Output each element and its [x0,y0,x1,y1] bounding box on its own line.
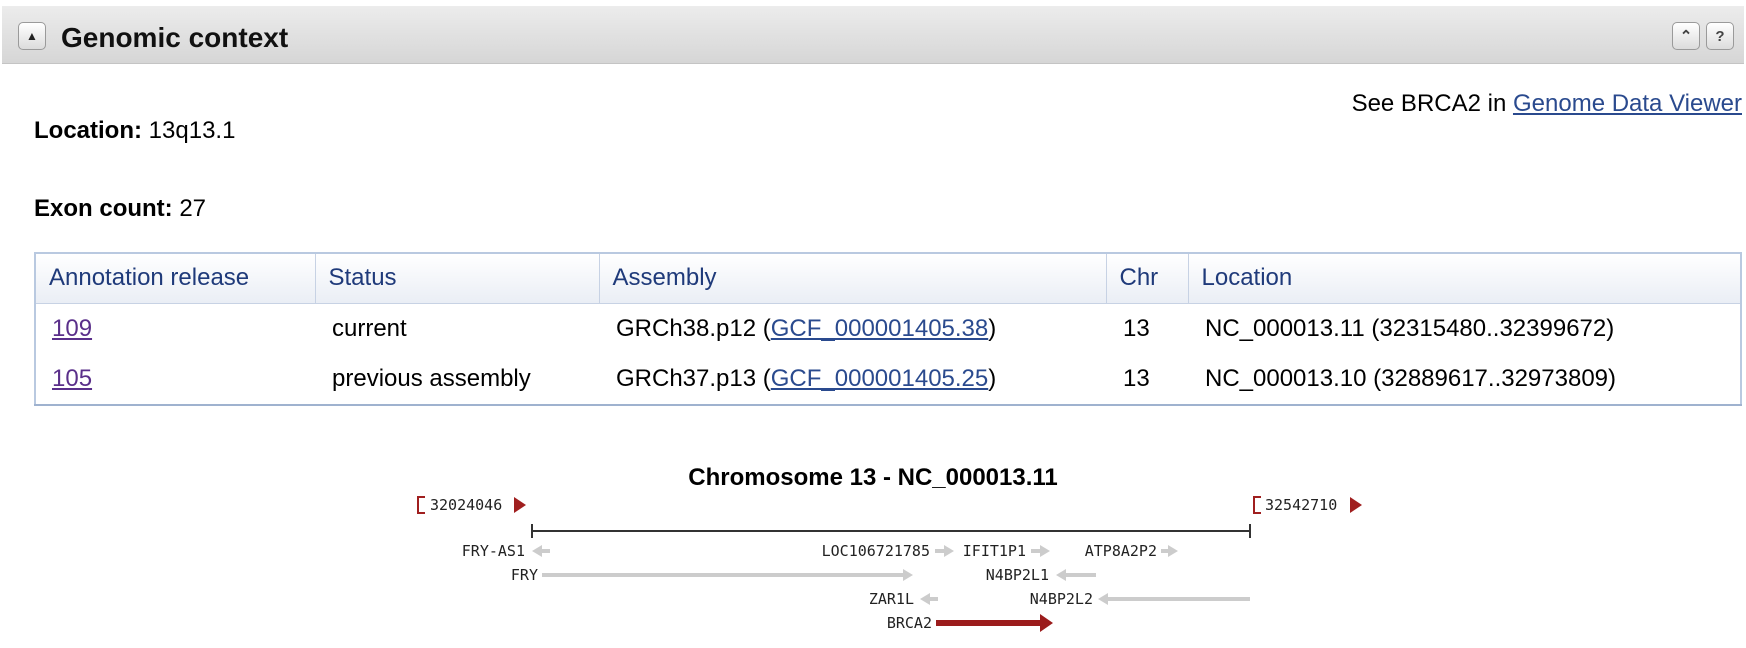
exon-count-field: Exon count: 27 [34,195,206,223]
gene-label: ATP8A2P2 [1085,542,1157,560]
help-icon: ? [1715,27,1725,45]
assembly-cell: GRCh38.p12 (GCF_000001405.38) [599,303,1106,354]
gene-arrow [920,593,938,605]
gene-label: ZAR1L [869,590,914,608]
start-coordinate: 32024046 [430,496,502,514]
location-value: 13q13.1 [148,117,236,144]
gene-fry[interactable]: FRY [511,566,913,584]
release-link[interactable]: 109 [52,314,93,342]
status-cell: current [332,314,407,342]
status-cell: previous assembly [315,353,599,406]
gene-brca2[interactable]: BRCA2 [887,614,1053,632]
gene-label: IFIT1P1 [963,542,1026,560]
gene-n4bp2l1[interactable]: N4BP2L1 [986,566,1096,584]
gene-fry-as1[interactable]: FRY-AS1 [462,542,550,560]
section-title: Genomic context [61,22,289,53]
bracket-left-icon [417,496,425,514]
assembly-prefix: GRCh37.p13 ( [616,364,771,392]
gene-ifit1p1[interactable]: IFIT1P1 [963,542,1050,560]
gene-label: N4BP2L1 [986,566,1049,584]
arrow-right-icon [514,497,526,513]
gene-label: N4BP2L2 [1030,590,1093,608]
section-header: ▲ Genomic context ⌃ ? [2,6,1744,64]
assembly-prefix: GRCh38.p12 ( [616,314,771,342]
arrow-right-icon [1350,497,1362,513]
gene-arrow [542,569,913,581]
collapse-all-button[interactable]: ⌃ [1672,22,1700,50]
gene-label: BRCA2 [887,614,932,632]
collapse-button[interactable]: ▲ [18,22,46,50]
assembly-accession-link[interactable]: GCF_000001405.38 [770,314,989,342]
gene-zar1l[interactable]: ZAR1L [869,590,938,608]
location-cell: NC_000013.10 (32889617..32973809) [1188,353,1741,406]
gene-loc106721785[interactable]: LOC106721785 [822,542,954,560]
col-assembly: Assembly [599,253,1107,304]
chr-cell: 13 [1106,353,1188,406]
col-location: Location [1188,253,1741,304]
exon-count-label: Exon count: [34,195,173,222]
release-link[interactable]: 105 [52,364,93,392]
help-button[interactable]: ? [1706,22,1734,50]
gene-arrow-highlight [936,614,1053,632]
gene-label: LOC106721785 [822,542,930,560]
gene-arrow [532,545,550,557]
col-chr: Chr [1106,253,1189,304]
chr-cell: 13 [1123,314,1150,342]
col-status: Status [315,253,600,304]
location-field: Location: 13q13.1 [34,117,235,145]
gene-arrow [1161,545,1178,557]
triangle-up-icon: ▲ [26,29,38,43]
gene-arrow [935,545,954,557]
gene-label: FRY-AS1 [462,542,525,560]
col-annotation-release: Annotation release [35,253,316,304]
end-coordinate-marker[interactable]: 32542710 [1253,496,1362,514]
end-coordinate: 32542710 [1265,496,1337,514]
see-prefix: See BRCA2 in [1351,90,1507,117]
assembly-cell: GRCh37.p13 (GCF_000001405.25) [599,353,1106,406]
location-cell: NC_000013.11 (32315480..32399672) [1205,314,1615,342]
start-coordinate-marker[interactable]: 32024046 [417,496,526,514]
double-chevron-up-icon: ⌃ [1679,28,1693,45]
gene-label: FRY [511,566,538,584]
see-in-gdv: See BRCA2 in Genome Data Viewer [1352,90,1742,118]
bracket-left-icon [1253,496,1261,514]
table-row: 109 current GRCh38.p12 (GCF_000001405.38… [35,303,1741,354]
gene-n4bp2l2[interactable]: N4BP2L2 [1030,590,1250,608]
table-row: 105 previous assembly GRCh37.p13 (GCF_00… [35,353,1741,406]
gene-atp8a2p2[interactable]: ATP8A2P2 [1085,542,1178,560]
gene-arrow [1031,545,1050,557]
table-header-row: Annotation release Status Assembly Chr L… [35,253,1741,304]
assembly-suffix: ) [988,314,997,342]
location-label: Location: [34,117,142,144]
genome-data-viewer-link[interactable]: Genome Data Viewer [1512,90,1742,117]
assembly-accession-link[interactable]: GCF_000001405.25 [770,364,989,392]
annotation-table: Annotation release Status Assembly Chr L… [34,252,1742,406]
exon-count-value: 27 [179,195,207,222]
chromosome-title: Chromosome 13 - NC_000013.11 [688,464,1058,491]
gene-arrow [1056,569,1096,581]
assembly-suffix: ) [988,364,997,392]
gene-arrow [1098,593,1250,605]
